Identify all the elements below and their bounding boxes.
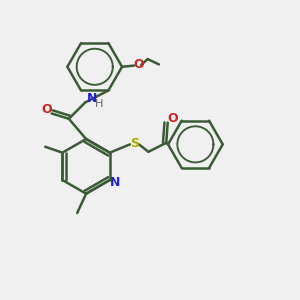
Text: O: O (42, 103, 52, 116)
Text: H: H (95, 99, 104, 109)
Text: N: N (110, 176, 120, 190)
Text: S: S (130, 137, 139, 150)
Text: O: O (167, 112, 178, 125)
Text: O: O (134, 58, 144, 71)
Text: N: N (87, 92, 97, 105)
